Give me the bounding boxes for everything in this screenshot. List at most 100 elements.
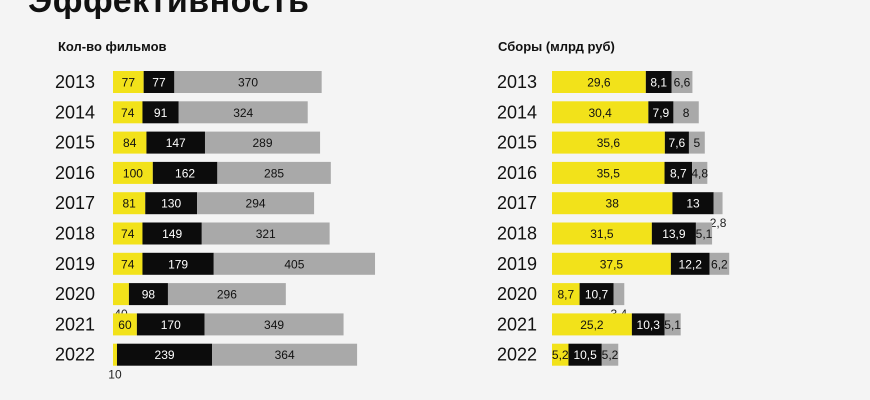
revenue-year-label: 2020	[497, 284, 537, 304]
revenue-bar-black	[579, 283, 614, 306]
films-value-label: 84	[123, 136, 137, 150]
revenue-bar-yellow	[552, 252, 671, 275]
films-value-label: 179	[168, 257, 188, 271]
films-value-label: 100	[123, 166, 143, 180]
films-bar-black	[116, 343, 213, 366]
films-value-label: 74	[121, 106, 135, 120]
revenue-year-label: 2015	[497, 133, 537, 153]
revenue-bar-gray	[664, 313, 681, 336]
films-bar-yellow	[113, 161, 153, 184]
revenue-value-label: 10,5	[573, 348, 597, 362]
revenue-value-label: 35,6	[597, 136, 621, 150]
films-year-label: 2016	[55, 163, 95, 183]
films-value-label: 91	[154, 106, 168, 120]
revenue-year-label: 2021	[497, 314, 537, 334]
revenue-value-label: 5,1	[696, 227, 713, 241]
films-value-label: 77	[122, 76, 136, 90]
films-value-label: 74	[121, 257, 135, 271]
revenue-year-label: 2017	[497, 193, 537, 213]
revenue-bar-black	[664, 131, 689, 154]
films-bar-gray	[197, 192, 315, 215]
films-year-label: 2020	[55, 284, 95, 304]
films-year-label: 2021	[55, 314, 95, 334]
films-value-label: 10	[108, 368, 122, 382]
films-bar-yellow	[113, 192, 146, 215]
revenue-value-label: 35,5	[597, 166, 621, 180]
revenue-value-label: 30,4	[589, 106, 613, 120]
revenue-value-label: 5,2	[602, 348, 619, 362]
revenue-value-label: 25,2	[580, 318, 604, 332]
films-bar-yellow	[113, 252, 143, 275]
films-value-label: 285	[264, 166, 284, 180]
revenue-value-label: 7,6	[669, 136, 686, 150]
films-bar-yellow	[113, 222, 143, 245]
films-year-label: 2015	[55, 133, 95, 153]
films-year-label: 2014	[55, 102, 95, 122]
films-bar-yellow	[113, 313, 137, 336]
films-bar-gray	[213, 252, 376, 275]
revenue-bar-yellow	[552, 161, 665, 184]
revenue-bar-yellow	[552, 192, 673, 215]
films-bar-black	[142, 101, 179, 124]
films-bar-black	[145, 192, 198, 215]
films-value-label: 81	[122, 197, 136, 211]
films-value-label: 405	[284, 257, 304, 271]
films-value-label: 60	[118, 318, 132, 332]
films-year-label: 2019	[55, 254, 95, 274]
films-value-label: 130	[161, 197, 181, 211]
films-value-label: 149	[162, 227, 182, 241]
films-bar-yellow	[113, 131, 147, 154]
revenue-bar-black	[672, 192, 714, 215]
films-bar-gray	[167, 283, 286, 306]
films-bar-black	[128, 283, 168, 306]
revenue-value-label: 13,9	[662, 227, 686, 241]
revenue-bar-gray	[695, 222, 713, 245]
revenue-bar-yellow	[552, 283, 580, 306]
films-value-label: 98	[142, 288, 156, 302]
revenue-bar-black	[631, 313, 665, 336]
films-bar-yellow	[113, 283, 129, 306]
films-bar-yellow	[113, 71, 144, 93]
revenue-value-label: 5,1	[664, 318, 681, 332]
revenue-bar-yellow	[552, 222, 652, 245]
revenue-value-label: 29,6	[587, 76, 611, 90]
films-value-label: 364	[275, 348, 295, 362]
films-value-label: 77	[152, 76, 166, 90]
films-bar-gray	[204, 313, 344, 336]
revenue-value-label: 37,5	[600, 257, 624, 271]
revenue-bar-black	[651, 222, 696, 245]
revenue-value-label: 8,1	[650, 76, 667, 90]
revenue-bar-black	[568, 343, 602, 366]
films-value-label: 239	[155, 348, 175, 362]
films-value-label: 324	[233, 106, 253, 120]
revenue-value-label: 13	[686, 197, 700, 211]
revenue-bar-gray	[673, 101, 699, 124]
films-year-label: 2013	[55, 72, 95, 92]
revenue-value-label: 8,7	[557, 288, 574, 302]
revenue-year-label: 2014	[497, 102, 537, 122]
revenue-bar-yellow	[552, 131, 665, 154]
revenue-bar-black	[664, 161, 693, 184]
revenue-bar-yellow	[552, 313, 632, 336]
revenue-chart-title: Сборы (млрд руб)	[498, 39, 615, 54]
films-bar-black	[152, 161, 218, 184]
films-value-label: 170	[161, 318, 181, 332]
revenue-bar-black	[645, 71, 672, 93]
revenue-bar-gray	[601, 343, 619, 366]
revenue-value-label: 10,3	[637, 318, 661, 332]
films-bar-gray	[212, 343, 358, 366]
revenue-value-label: 5	[694, 136, 701, 150]
films-bar-gray	[217, 161, 331, 184]
revenue-year-label: 2019	[497, 254, 537, 274]
revenue-bar-gray	[692, 161, 708, 184]
films-bar-gray	[204, 131, 321, 154]
revenue-bar-gray	[713, 192, 723, 215]
revenue-value-label: 4,8	[691, 166, 708, 180]
revenue-year-label: 2022	[497, 345, 537, 365]
films-value-label: 321	[256, 227, 276, 241]
films-bar-black	[146, 131, 205, 154]
revenue-bar-yellow	[552, 71, 646, 93]
revenue-value-label: 2,8	[710, 216, 727, 230]
films-bar-yellow	[113, 101, 143, 124]
revenue-bar-yellow	[552, 343, 569, 366]
